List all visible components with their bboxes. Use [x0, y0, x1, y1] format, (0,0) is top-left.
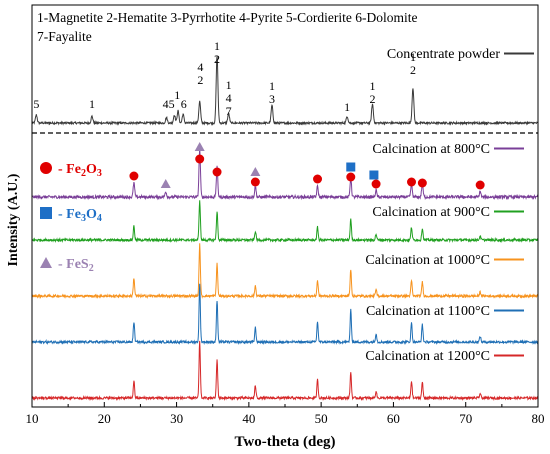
x-axis-label: Two-theta (deg): [235, 434, 336, 450]
fe2o3-marker: [250, 177, 260, 187]
fes2-marker: [160, 179, 171, 188]
peak-label: 1: [369, 79, 375, 93]
fes2-marker: [250, 167, 261, 176]
legend-formula: - FeS2: [58, 257, 94, 274]
marker-layer: [129, 142, 485, 190]
peak-label: 4: [226, 91, 232, 105]
peak-label: 5: [33, 97, 39, 111]
peak-label: 2: [369, 92, 375, 106]
peak-label: 1: [174, 88, 180, 102]
fe2o3-marker: [417, 178, 427, 188]
x-tick-label: 40: [242, 411, 255, 426]
series-line-0: [31, 55, 539, 126]
x-tick-label: 80: [532, 411, 545, 426]
x-tick-label: 30: [170, 411, 183, 426]
legend-circle-icon: [40, 162, 52, 174]
fe2o3-marker: [371, 179, 381, 189]
x-tick-label: 10: [26, 411, 39, 426]
x-tick-label: 70: [459, 411, 472, 426]
legend-square-icon: [40, 207, 52, 219]
y-axis-label: Intensity (A.U.): [6, 173, 21, 266]
peak-label: 1: [214, 39, 220, 53]
peak-label: 1: [410, 50, 416, 64]
top-legend-line2: 7-Fayalite: [37, 29, 92, 44]
x-axis: 10 20 30 40 50 60 70 80: [26, 402, 545, 426]
peak-label: 45: [163, 97, 175, 111]
x-tick-label: 20: [98, 411, 111, 426]
peak-label: 1: [89, 97, 95, 111]
peak-label: 6: [181, 97, 187, 111]
series-label-layer: Concentrate powder Calcination at 800°C Ca…: [365, 47, 534, 364]
fe2o3-marker: [129, 171, 139, 181]
top-legend-line1: 1-Magnetite 2-Hematite 3-Pyrrhotite 4-Py…: [37, 10, 418, 25]
series-line-5: [31, 340, 539, 402]
peak-label: 2: [197, 73, 203, 87]
series-layer: [31, 55, 539, 402]
x-tick-label: 60: [387, 411, 400, 426]
peak-label: 3: [269, 92, 275, 106]
series-label: Calcination at 1200°C: [365, 349, 490, 364]
legend-formula: - Fe3O4: [58, 207, 102, 224]
symbol-legend: - Fe2O3 - Fe3O4 - FeS2: [40, 162, 102, 274]
peak-label: 1: [226, 78, 232, 92]
peak-label: 2: [410, 63, 416, 77]
peak-label: 7: [226, 104, 232, 118]
series-label: Calcination at 1100°C: [366, 304, 490, 319]
fe3o4-marker: [369, 170, 379, 180]
legend-formula: - Fe2O3: [58, 162, 102, 179]
fe2o3-marker: [212, 167, 222, 177]
series-line-4: [31, 283, 539, 346]
series-label: Calcination at 1000°C: [365, 253, 490, 268]
peak-label: 1: [269, 79, 275, 93]
series-label: Concentrate powder: [387, 47, 500, 62]
series-line-3: [31, 243, 539, 300]
series-label: Calcination at 800°C: [372, 142, 490, 157]
legend-triangle-icon: [40, 257, 52, 268]
series-line-1: [31, 148, 539, 201]
fes2-marker: [194, 142, 205, 151]
peak-label: 2: [214, 52, 220, 66]
fe2o3-marker: [313, 174, 323, 184]
fe3o4-marker: [346, 162, 356, 172]
fe2o3-marker: [407, 177, 416, 187]
peak-label: 1: [344, 100, 350, 114]
fe2o3-marker: [475, 180, 485, 190]
peak-label: 4: [197, 60, 203, 74]
series-line-2: [31, 200, 539, 244]
fe2o3-marker: [195, 154, 205, 164]
x-tick-label: 50: [315, 411, 328, 426]
series-label: Calcination at 900°C: [372, 205, 490, 220]
fe2o3-marker: [346, 172, 356, 182]
